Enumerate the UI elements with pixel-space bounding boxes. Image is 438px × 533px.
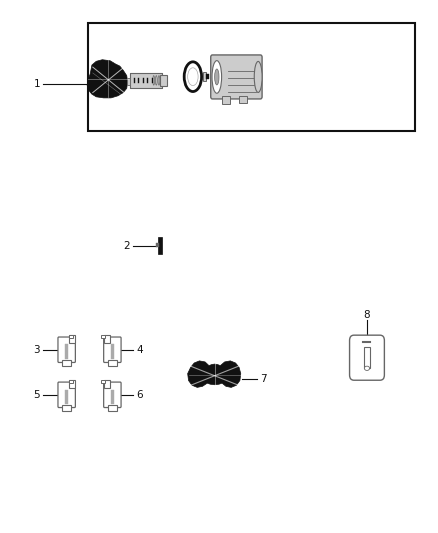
Text: 1: 1 [34,78,41,88]
Bar [108,406,117,411]
Bar [104,335,110,343]
Bar [108,360,117,366]
Text: 5: 5 [33,390,40,400]
Bar [101,335,105,338]
Bar [69,380,73,383]
Bar [69,335,75,343]
Bar [101,380,105,383]
Bar [88,22,415,131]
FancyBboxPatch shape [104,337,121,362]
Bar [130,73,162,88]
Bar [364,347,370,368]
Ellipse shape [364,366,370,370]
Ellipse shape [212,61,222,93]
Text: 4: 4 [136,345,143,355]
Polygon shape [87,60,127,98]
Bar [65,344,68,359]
FancyBboxPatch shape [58,337,75,362]
Bar [203,72,206,82]
Text: 6: 6 [136,390,143,400]
Bar [104,380,110,389]
Bar [127,78,130,85]
FancyBboxPatch shape [58,382,75,408]
Polygon shape [187,361,241,387]
Bar [160,75,167,86]
Bar [65,390,68,405]
Bar [69,335,73,338]
FancyBboxPatch shape [350,335,385,380]
Ellipse shape [184,62,201,92]
Bar [111,390,114,405]
Text: 8: 8 [364,310,370,320]
Bar [156,243,159,247]
Bar [222,96,230,104]
Text: 7: 7 [260,374,267,384]
FancyBboxPatch shape [104,382,121,408]
FancyBboxPatch shape [211,55,262,99]
Bar [206,74,209,79]
Ellipse shape [254,61,262,92]
Bar [62,360,71,366]
Bar [62,406,71,411]
Bar [111,344,114,359]
Text: 3: 3 [33,345,40,355]
Bar [158,237,162,254]
Bar [240,96,247,103]
Text: 2: 2 [123,241,130,252]
Ellipse shape [187,68,198,86]
Ellipse shape [215,69,219,85]
Bar [69,380,75,389]
